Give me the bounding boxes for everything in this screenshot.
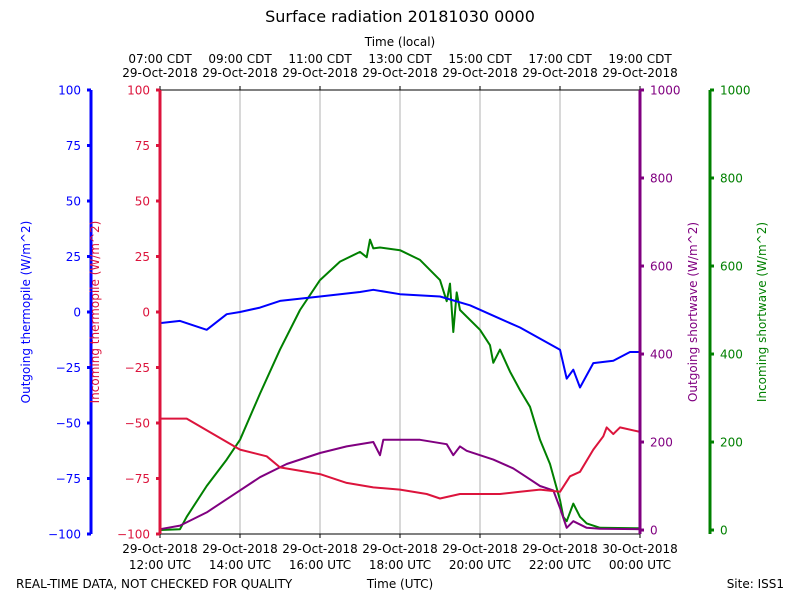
bottom-axis-label: Time (UTC) [366, 577, 433, 591]
y-tick-label: 0 [73, 306, 81, 320]
y-tick-label: 800 [650, 172, 673, 186]
x-tick-label-date: 29-Oct-2018 [442, 542, 518, 556]
x-tick-label-date: 29-Oct-2018 [122, 542, 198, 556]
x-tick-label-date: 29-Oct-2018 [522, 542, 598, 556]
x-tick-label-time: 18:00 UTC [369, 558, 431, 572]
top-tick-label-date: 29-Oct-2018 [282, 66, 358, 80]
y-tick-label: −75 [125, 472, 150, 486]
top-tick-label-date: 29-Oct-2018 [522, 66, 598, 80]
x-tick-label-date: 29-Oct-2018 [202, 542, 278, 556]
x-tick-label-date: 29-Oct-2018 [362, 542, 438, 556]
top-tick-label-date: 29-Oct-2018 [122, 66, 198, 80]
y-tick-label: 50 [135, 195, 150, 209]
y-tick-label: 0 [720, 524, 728, 538]
y-tick-label: 75 [66, 139, 81, 153]
top-tick-label-date: 29-Oct-2018 [442, 66, 518, 80]
x-tick-label-time: 14:00 UTC [209, 558, 271, 572]
top-tick-label-time: 09:00 CDT [208, 52, 272, 66]
top-tick-label-time: 07:00 CDT [128, 52, 192, 66]
series-line-incoming_thermopile [160, 417, 641, 500]
top-tick-label-time: 17:00 CDT [528, 52, 592, 66]
y-tick-label: 400 [650, 348, 673, 362]
y-axis-label-outgoing_shortwave: Outgoing shortwave (W/m^2) [686, 222, 700, 402]
x-tick-label-time: 16:00 UTC [289, 558, 351, 572]
y-tick-label: 400 [720, 348, 743, 362]
top-tick-label-time: 11:00 CDT [288, 52, 352, 66]
quality-disclaimer: REAL-TIME DATA, NOT CHECKED FOR QUALITY [16, 577, 293, 591]
y-tick-label: 0 [650, 524, 658, 538]
y-axis-label-outgoing_thermopile: Outgoing thermopile (W/m^2) [19, 221, 33, 404]
y-tick-label: 25 [66, 250, 81, 264]
x-tick-label-date: 29-Oct-2018 [282, 542, 358, 556]
y-tick-label: 100 [127, 84, 150, 98]
top-tick-label-time: 15:00 CDT [448, 52, 512, 66]
y-tick-label: −25 [56, 361, 81, 375]
top-axis-label: Time (local) [364, 35, 436, 49]
y-tick-label: 25 [135, 250, 150, 264]
y-tick-label: 0 [142, 306, 150, 320]
y-tick-label: −50 [125, 417, 150, 431]
series-line-incoming_shortwave [159, 238, 641, 531]
y-tick-label: 600 [650, 260, 673, 274]
y-tick-label: −100 [117, 528, 150, 542]
x-tick-label-date: 30-Oct-2018 [602, 542, 678, 556]
y-tick-label: 200 [720, 436, 743, 450]
top-tick-label-date: 29-Oct-2018 [362, 66, 438, 80]
y-axis-label-incoming_shortwave: Incoming shortwave (W/m^2) [755, 222, 769, 402]
y-tick-label: 800 [720, 172, 743, 186]
y-tick-label: −25 [125, 361, 150, 375]
y-tick-label: 75 [135, 139, 150, 153]
axes: 29-Oct-2018 12:00 UTC 29-Oct-2018 14:00 UTC… [19, 52, 769, 572]
y-tick-label: −75 [56, 472, 81, 486]
series-line-outgoing_shortwave [159, 438, 641, 531]
y-tick-label: 600 [720, 260, 743, 274]
y-tick-label: 200 [650, 436, 673, 450]
top-tick-label-time: 13:00 CDT [368, 52, 432, 66]
y-tick-label: 1000 [720, 84, 751, 98]
series-lines [159, 238, 641, 531]
y-tick-label: −50 [56, 417, 81, 431]
chart-title: Surface radiation 20181030 0000 [265, 7, 535, 26]
x-tick-label-time: 20:00 UTC [449, 558, 511, 572]
y-tick-label: 1000 [650, 84, 681, 98]
y-axis-label-incoming_thermopile: Incoming thermopile (W/m^2) [88, 221, 102, 404]
top-tick-label-date: 29-Oct-2018 [202, 66, 278, 80]
x-tick-label-time: 12:00 UTC [129, 558, 191, 572]
x-tick-label-time: 00:00 UTC [609, 558, 671, 572]
y-tick-label: 50 [66, 195, 81, 209]
gridlines [159, 90, 641, 534]
top-tick-label-time: 19:00 CDT [608, 52, 672, 66]
x-tick-label-time: 22:00 UTC [529, 558, 591, 572]
site-label: Site: ISS1 [727, 577, 784, 591]
y-tick-label: −100 [48, 528, 81, 542]
series-line-outgoing_thermopile [159, 288, 640, 389]
top-tick-label-date: 29-Oct-2018 [602, 66, 678, 80]
y-tick-label: 100 [58, 84, 81, 98]
